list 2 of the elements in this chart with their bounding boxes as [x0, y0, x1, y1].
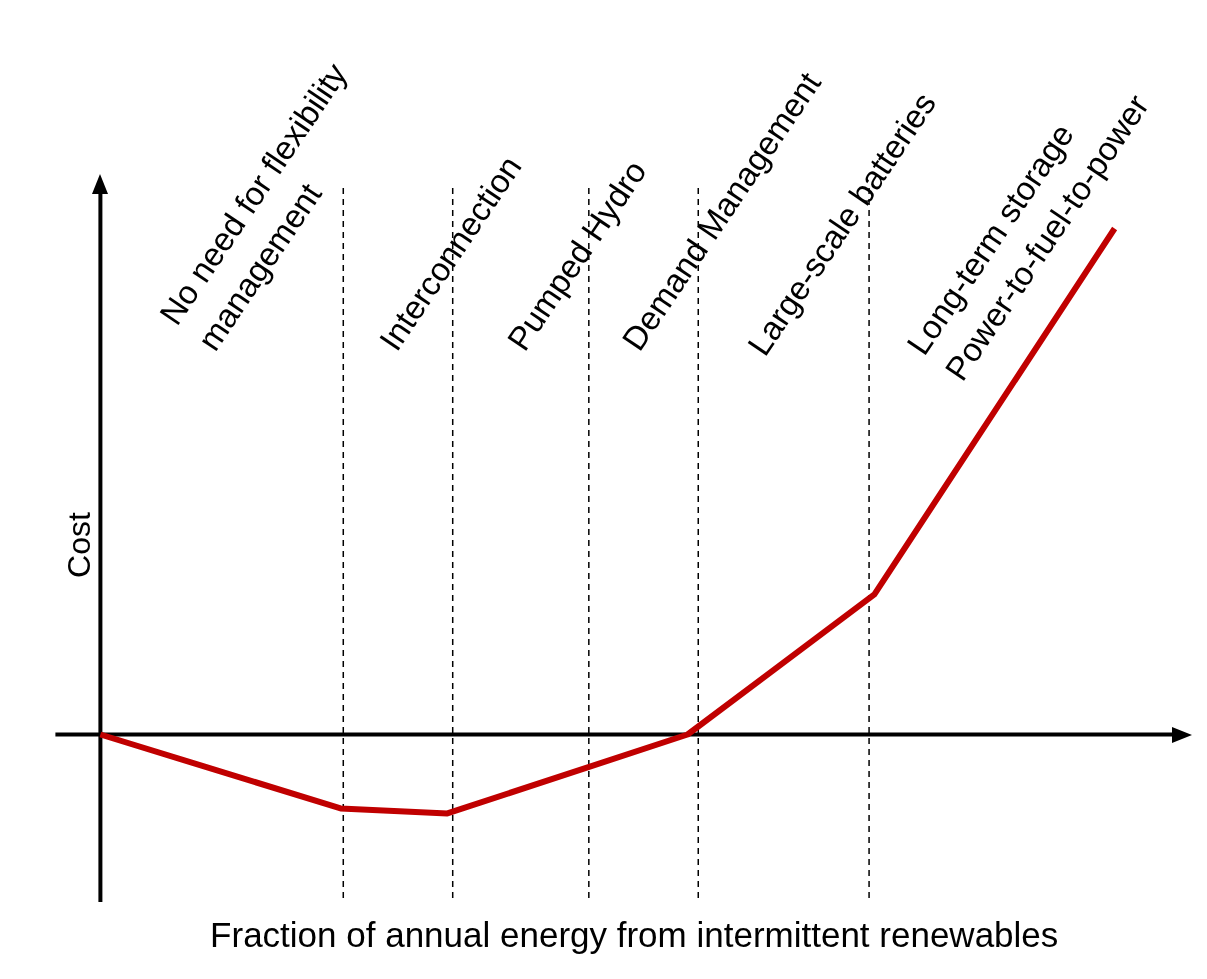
x-axis-title: Fraction of annual energy from intermittent renewables [210, 914, 1059, 954]
y-axis-title: Cost [61, 511, 98, 578]
